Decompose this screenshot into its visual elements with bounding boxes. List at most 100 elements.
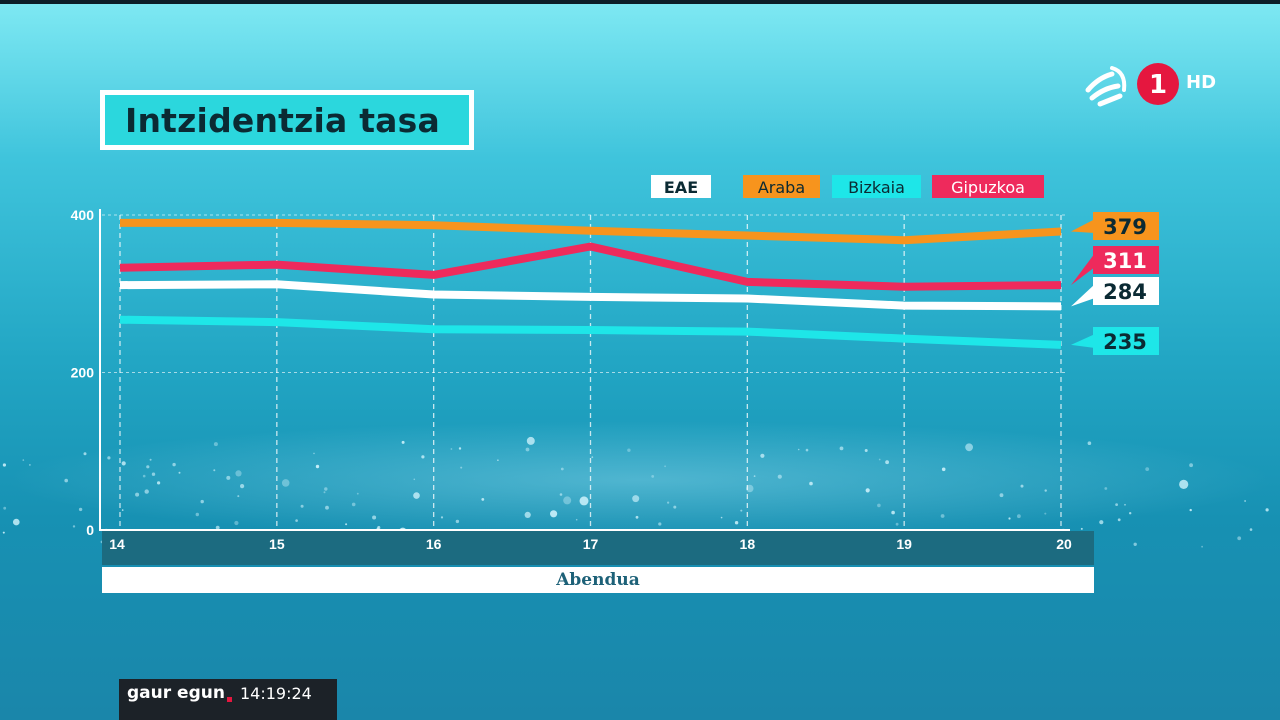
particle xyxy=(29,464,31,466)
particle xyxy=(325,505,329,510)
particle xyxy=(12,518,20,526)
particle xyxy=(22,459,25,461)
particle xyxy=(213,442,218,447)
particle xyxy=(195,512,199,517)
end-pointer-bizkaia xyxy=(1071,334,1095,348)
particle xyxy=(1008,517,1011,520)
particle xyxy=(345,523,348,526)
eitb-logo-icon: 1 xyxy=(1085,63,1179,107)
y-tick-label: 0 xyxy=(86,522,94,538)
particle xyxy=(1017,514,1021,519)
particle xyxy=(1133,542,1137,546)
chart-title-box: Intzidentzia tasa xyxy=(100,90,474,150)
x-axis-title-box: Abendua xyxy=(102,567,1094,593)
particle xyxy=(809,481,813,486)
particle xyxy=(1201,545,1203,548)
x-tick-label: 17 xyxy=(583,536,599,552)
particle xyxy=(135,492,140,497)
particle xyxy=(575,518,578,521)
particle xyxy=(560,467,564,471)
particle xyxy=(234,520,239,526)
particle xyxy=(1080,527,1083,530)
red-dot-icon xyxy=(226,697,232,702)
x-tick-label: 15 xyxy=(269,536,285,552)
particle xyxy=(235,470,242,477)
background-particles xyxy=(2,436,1269,550)
particle xyxy=(146,465,150,469)
x-tick-label: 16 xyxy=(426,536,442,552)
particle xyxy=(295,519,298,522)
particle xyxy=(481,498,485,501)
x-tick-label: 18 xyxy=(740,536,756,552)
particle xyxy=(1099,520,1104,525)
particle xyxy=(372,515,377,520)
particle xyxy=(627,448,631,452)
particle xyxy=(300,504,304,508)
particle xyxy=(356,492,359,495)
particle xyxy=(1087,441,1092,446)
particle xyxy=(64,478,68,483)
particle xyxy=(1244,500,1246,502)
particle xyxy=(107,456,111,460)
particle xyxy=(313,452,315,455)
particle xyxy=(777,474,782,479)
chart-title: Intzidentzia tasa xyxy=(125,100,440,140)
particle xyxy=(760,453,765,458)
particle xyxy=(458,447,462,450)
particle xyxy=(240,484,245,489)
particle xyxy=(579,496,589,506)
particle xyxy=(797,448,800,451)
end-label-araba: 379 xyxy=(1103,215,1147,239)
x-tick-label: 20 xyxy=(1056,536,1072,552)
end-pointer-araba xyxy=(1071,219,1095,233)
end-label-box-eae xyxy=(1093,277,1159,305)
particle xyxy=(965,443,973,452)
channel-number: 1 xyxy=(1149,70,1167,100)
particle xyxy=(157,481,161,485)
series-line-araba xyxy=(120,218,1062,245)
end-labels: 284 379 235 311 xyxy=(1071,212,1159,355)
particle xyxy=(635,515,639,519)
end-label-box-bizkaia xyxy=(1093,327,1159,355)
particle xyxy=(664,465,666,468)
particle xyxy=(525,447,530,452)
particle xyxy=(839,446,844,451)
particle xyxy=(200,499,204,504)
particle xyxy=(413,478,416,481)
particle xyxy=(1124,503,1126,506)
particle xyxy=(667,501,670,504)
particle xyxy=(315,464,320,469)
particle xyxy=(226,475,231,480)
particle xyxy=(1145,467,1150,471)
particle xyxy=(401,440,405,444)
particle xyxy=(237,495,240,498)
legend-label-araba: Araba xyxy=(758,178,805,197)
particle xyxy=(878,458,881,461)
y-tick-label: 200 xyxy=(71,365,95,381)
particle xyxy=(281,479,290,487)
particle xyxy=(78,507,83,512)
particle xyxy=(1265,508,1269,512)
particle xyxy=(1115,503,1118,506)
clock-time: 14:19:24 xyxy=(239,684,312,703)
particle xyxy=(1237,536,1242,541)
particle xyxy=(591,456,594,459)
particle xyxy=(865,488,870,493)
particle xyxy=(559,493,563,496)
y-tick-label: 400 xyxy=(71,207,95,223)
legend-swatch-bizkaia xyxy=(832,175,921,198)
particle xyxy=(172,462,176,467)
particle xyxy=(891,510,895,515)
particle xyxy=(895,522,899,526)
particle xyxy=(658,522,662,526)
end-label-gipuzkoa: 311 xyxy=(1103,249,1147,273)
end-label-box-araba xyxy=(1093,212,1159,240)
particle xyxy=(3,506,7,510)
background-glow xyxy=(0,420,1280,540)
particle xyxy=(526,436,535,445)
particle xyxy=(455,519,460,524)
particle xyxy=(351,502,356,507)
particle xyxy=(550,510,558,518)
end-pointer-gipuzkoa xyxy=(1071,253,1095,286)
